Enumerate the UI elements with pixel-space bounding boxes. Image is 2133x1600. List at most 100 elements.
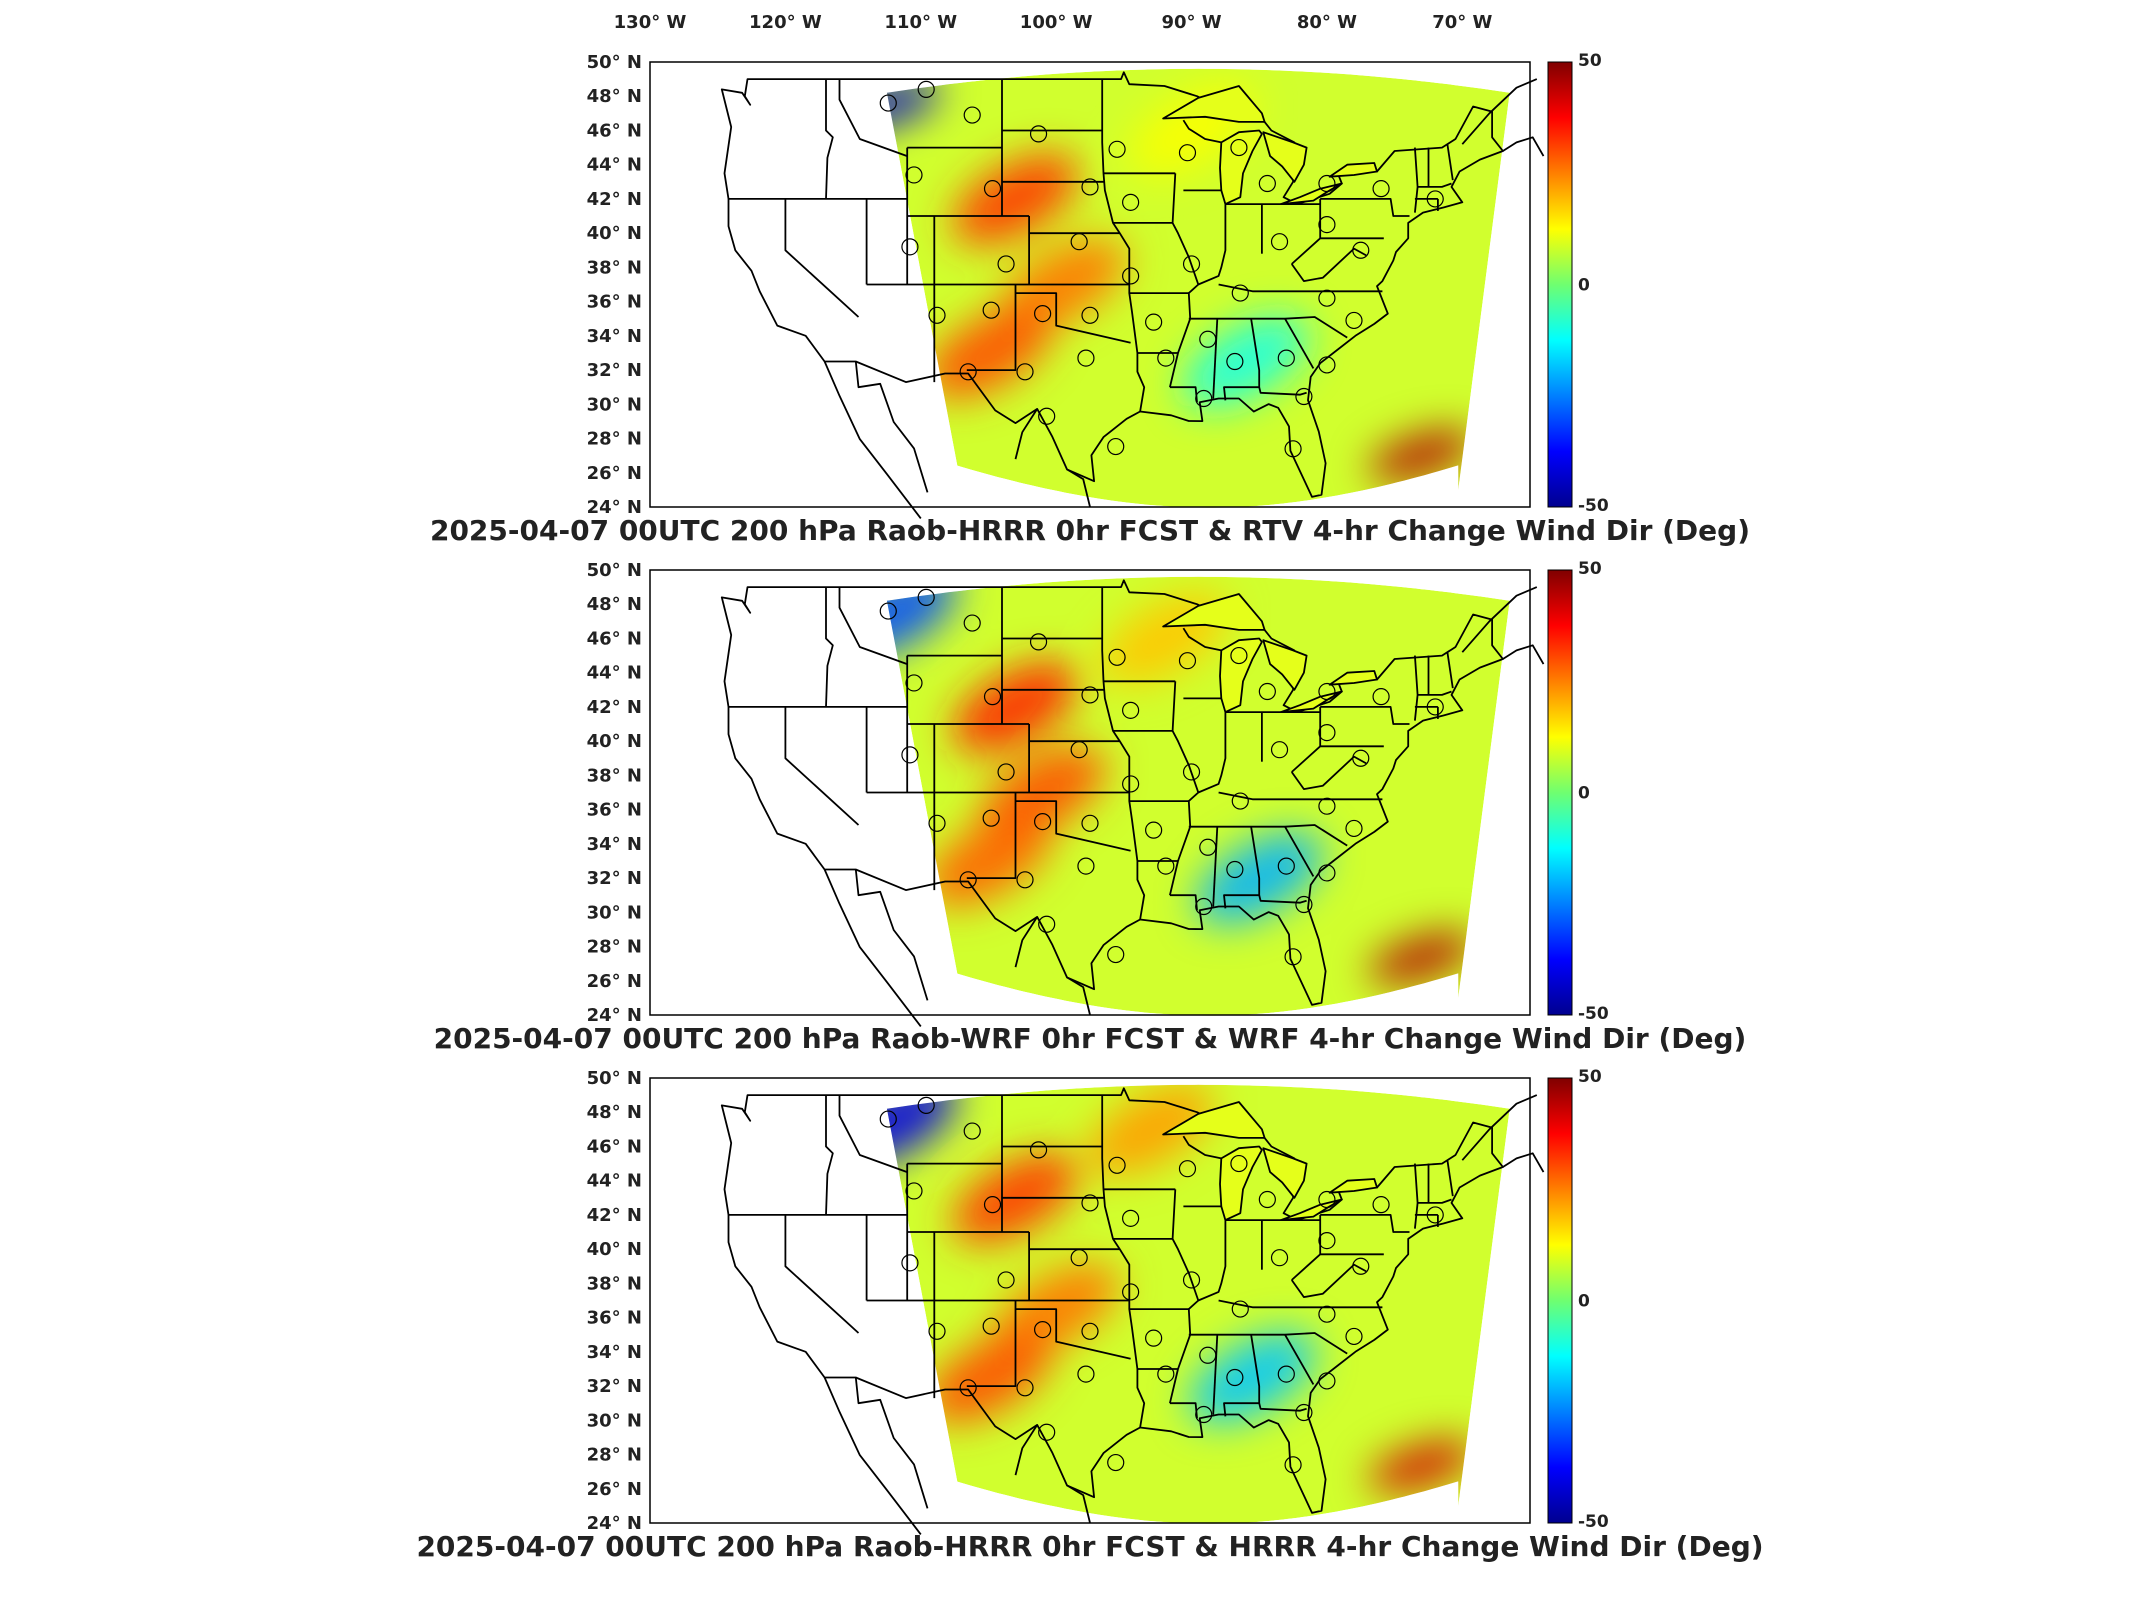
state-border xyxy=(1218,283,1383,293)
raob-station xyxy=(1034,1320,1052,1339)
lat-tick-label: 50° N xyxy=(587,1068,642,1089)
lon-tick-label: 120° W xyxy=(749,12,822,33)
raob-station xyxy=(1081,306,1099,324)
state-border xyxy=(1258,894,1307,904)
state-border xyxy=(966,1300,1017,1387)
raob-station xyxy=(1070,1249,1088,1267)
colorbar-tick-label: -50 xyxy=(1578,1004,1609,1024)
field-blob xyxy=(925,1331,1052,1424)
raob-station xyxy=(928,1322,946,1340)
lat-tick-label: 32° N xyxy=(587,360,642,381)
panel-title: 2025-04-07 00UTC 200 hPa Raob-WRF 0hr FC… xyxy=(434,1022,1747,1055)
raob-station xyxy=(1195,1405,1213,1424)
state-border xyxy=(1218,791,1383,801)
raob-station xyxy=(1372,688,1390,706)
raob-station xyxy=(1122,1283,1140,1301)
great-lake xyxy=(1280,182,1343,205)
state-border xyxy=(838,1095,908,1173)
raob-station xyxy=(982,809,1000,827)
raob-station xyxy=(997,255,1015,273)
raob-station xyxy=(1318,797,1336,815)
mexico-coast xyxy=(854,361,929,493)
raob-station xyxy=(959,363,977,381)
colorbar xyxy=(1547,61,1573,508)
canada-coast xyxy=(1461,78,1538,145)
raob-station xyxy=(963,106,981,124)
state-border xyxy=(825,1095,834,1215)
raob-station xyxy=(905,166,923,184)
great-lake xyxy=(1328,1178,1378,1194)
lat-tick-label: 38° N xyxy=(587,765,642,786)
state-border xyxy=(1290,247,1367,282)
raob-station xyxy=(1277,349,1295,367)
state-border xyxy=(1284,826,1315,877)
raob-station xyxy=(1145,821,1163,839)
field-blob xyxy=(1087,1084,1214,1176)
state-border xyxy=(1290,1263,1367,1298)
raob-station xyxy=(1230,1154,1248,1173)
raob-station xyxy=(1029,633,1048,651)
raob-station xyxy=(905,674,923,692)
raob-station xyxy=(1081,814,1099,832)
raob-station xyxy=(963,614,981,632)
colorbar-tick-label: 50 xyxy=(1578,1067,1602,1087)
lon-tick-label: 100° W xyxy=(1020,12,1093,33)
state-border xyxy=(1169,894,1198,911)
station-markers xyxy=(879,80,1444,458)
raob-station xyxy=(1318,682,1336,701)
state-border xyxy=(1291,745,1384,773)
raob-station xyxy=(1107,1453,1125,1472)
raob-station xyxy=(1352,749,1370,767)
great-lake xyxy=(1280,1198,1343,1221)
raob-station xyxy=(1122,267,1140,285)
raob-station xyxy=(879,602,897,620)
mexico-coast xyxy=(1066,1484,1091,1524)
raob-station xyxy=(1122,1209,1140,1227)
state-border xyxy=(1015,1308,1131,1360)
mexico-coast xyxy=(1014,916,1038,968)
raob-station xyxy=(1318,356,1336,374)
mexico-coast xyxy=(823,869,922,1027)
lat-tick-label: 42° N xyxy=(587,189,642,210)
raob-station xyxy=(917,80,935,98)
lon-tick-label: 90° W xyxy=(1161,12,1221,33)
state-border xyxy=(1212,1334,1219,1415)
map-panel: 50° N 48° N 46° N 44° N 42° N 40° N 38° N 36° N… xyxy=(416,1067,1763,1563)
state-border xyxy=(1169,386,1198,403)
raob-station xyxy=(1081,1194,1099,1212)
lat-tick-label: 48° N xyxy=(587,86,642,107)
raob-station xyxy=(1182,763,1201,781)
lon-tick-label: 130° W xyxy=(614,12,687,33)
raob-station xyxy=(1077,1365,1095,1383)
state-border xyxy=(1015,292,1131,344)
raob-station xyxy=(1226,352,1244,371)
raob-station xyxy=(1295,387,1313,406)
lon-tick-label: 110° W xyxy=(884,12,957,33)
raob-station xyxy=(1258,174,1276,193)
colorbar-tick-label: 0 xyxy=(1578,784,1590,804)
raob-station xyxy=(1077,857,1095,875)
raob-station xyxy=(1107,945,1125,964)
state-border xyxy=(1197,204,1227,286)
raob-station xyxy=(1318,174,1336,193)
raob-station xyxy=(1318,723,1336,742)
lat-tick-label: 50° N xyxy=(587,52,642,73)
state-border xyxy=(1212,826,1219,907)
data-field xyxy=(886,576,1510,1016)
raob-station xyxy=(1195,389,1213,408)
lat-tick-label: 46° N xyxy=(587,120,642,141)
map-panel: 50° N 48° N 46° N 44° N 42° N 40° N 38° N 36° N… xyxy=(430,51,1750,547)
mexico-coast xyxy=(854,869,929,1001)
raob-station xyxy=(1231,1300,1249,1318)
raob-station xyxy=(1318,1372,1336,1390)
raob-station xyxy=(1157,349,1175,367)
lat-tick-label: 36° N xyxy=(587,800,642,821)
lat-tick-label: 36° N xyxy=(587,292,642,313)
raob-station xyxy=(1258,682,1276,701)
great-lake xyxy=(1262,1147,1308,1199)
raob-station xyxy=(1029,1141,1048,1159)
raob-station xyxy=(1199,838,1217,856)
raob-station xyxy=(1122,193,1140,211)
colorbar-tick-label: -50 xyxy=(1578,496,1609,516)
